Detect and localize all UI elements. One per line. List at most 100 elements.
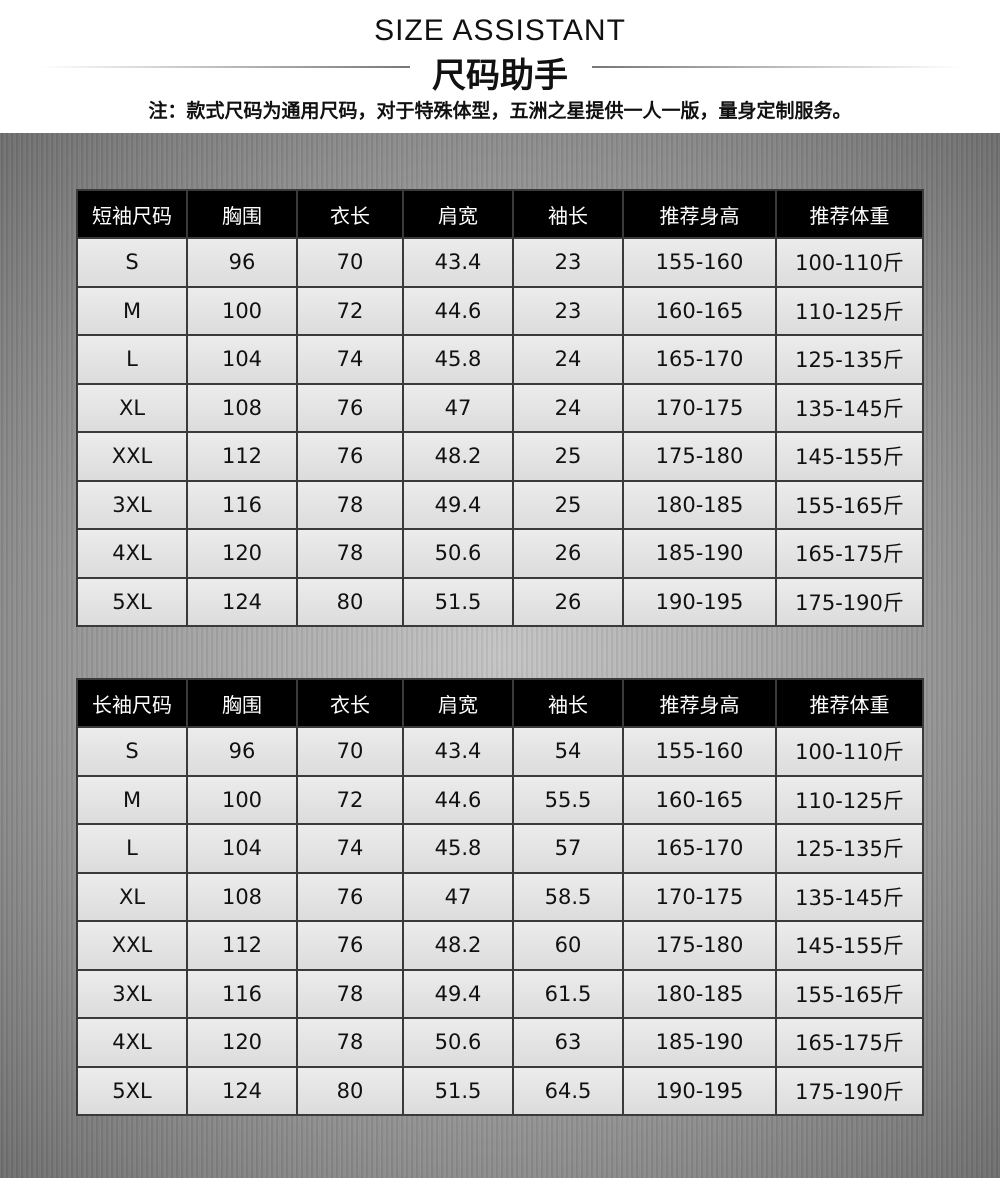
column-header: 衣长 — [296, 189, 404, 239]
table-row: XL 108 76 47 24 170-175 135-145斤 — [76, 382, 924, 433]
table-cell: 70 — [296, 237, 404, 288]
table-row: XXL 112 76 48.2 60 175-180 145-155斤 — [76, 920, 924, 971]
table-cell: XXL — [76, 920, 188, 971]
table-cell: 25 — [512, 431, 624, 482]
column-header: 长袖尺码 — [76, 678, 188, 728]
table-cell: 3XL — [76, 968, 188, 1019]
table-cell: XXL — [76, 431, 188, 482]
column-header: 胸围 — [186, 678, 298, 728]
column-header: 袖长 — [512, 678, 624, 728]
table-cell: 45.8 — [402, 334, 514, 385]
table-cell: 180-185 — [622, 479, 777, 530]
table-cell: 78 — [296, 479, 404, 530]
table-cell: 100-110斤 — [775, 237, 924, 288]
table-cell: 165-170 — [622, 334, 777, 385]
table-row: L 104 74 45.8 57 165-170 125-135斤 — [76, 823, 924, 874]
table-cell: 110-125斤 — [775, 285, 924, 336]
table-cell: 120 — [186, 1017, 298, 1068]
table-cell: 165-170 — [622, 823, 777, 874]
header-row: 长袖尺码 胸围 衣长 肩宽 袖长 推荐身高 推荐体重 — [76, 678, 924, 728]
table-cell: 100-110斤 — [775, 726, 924, 777]
table-cell: 50.6 — [402, 1017, 514, 1068]
long-sleeve-size-table: 长袖尺码 胸围 衣长 肩宽 袖长 推荐身高 推荐体重 S 96 70 43.4 54 155-160 10… — [76, 678, 924, 1116]
table-cell: 3XL — [76, 479, 188, 530]
table-cell: 175-180 — [622, 431, 777, 482]
table-cell: 78 — [296, 968, 404, 1019]
table-row: M 100 72 44.6 55.5 160-165 110-125斤 — [76, 774, 924, 825]
table-cell: 70 — [296, 726, 404, 777]
column-header: 推荐体重 — [775, 189, 924, 239]
table-cell: 170-175 — [622, 871, 777, 922]
table-cell: 165-175斤 — [775, 1017, 924, 1068]
table-cell: 49.4 — [402, 968, 514, 1019]
table-cell: 54 — [512, 726, 624, 777]
table-cell: 44.6 — [402, 285, 514, 336]
column-header: 胸围 — [186, 189, 298, 239]
table-cell: 185-190 — [622, 528, 777, 579]
table-cell: 49.4 — [402, 479, 514, 530]
table-cell: 100 — [186, 285, 298, 336]
table-cell: 76 — [296, 382, 404, 433]
table-cell: 43.4 — [402, 237, 514, 288]
column-header: 推荐身高 — [622, 678, 777, 728]
table-cell: 112 — [186, 920, 298, 971]
table-cell: 108 — [186, 871, 298, 922]
table-cell: 4XL — [76, 1017, 188, 1068]
table-cell: 23 — [512, 237, 624, 288]
table-row: M 100 72 44.6 23 160-165 110-125斤 — [76, 285, 924, 336]
table-cell: 44.6 — [402, 774, 514, 825]
table-cell: 80 — [296, 1065, 404, 1116]
table-cell: L — [76, 334, 188, 385]
table-cell: 47 — [402, 382, 514, 433]
table-cell: 74 — [296, 334, 404, 385]
table-cell: 110-125斤 — [775, 774, 924, 825]
table-cell: 116 — [186, 968, 298, 1019]
table-cell: 96 — [186, 237, 298, 288]
table-cell: 26 — [512, 528, 624, 579]
table-cell: 160-165 — [622, 285, 777, 336]
table-cell: 24 — [512, 382, 624, 433]
table-cell: 125-135斤 — [775, 334, 924, 385]
table-row: 5XL 124 80 51.5 64.5 190-195 175-190斤 — [76, 1065, 924, 1116]
table-cell: 4XL — [76, 528, 188, 579]
table-row: L 104 74 45.8 24 165-170 125-135斤 — [76, 334, 924, 385]
table-cell: 24 — [512, 334, 624, 385]
table-cell: 72 — [296, 285, 404, 336]
column-header: 肩宽 — [402, 678, 514, 728]
divider-left — [40, 66, 410, 68]
table-cell: 104 — [186, 334, 298, 385]
table-cell: 175-190斤 — [775, 1065, 924, 1116]
table-cell: 72 — [296, 774, 404, 825]
table-cell: 25 — [512, 479, 624, 530]
table-cell: 125-135斤 — [775, 823, 924, 874]
table-cell: 51.5 — [402, 1065, 514, 1116]
table-cell: 48.2 — [402, 431, 514, 482]
title-en: SIZE ASSISTANT — [374, 14, 626, 47]
column-header: 短袖尺码 — [76, 189, 188, 239]
table-cell: 190-195 — [622, 576, 777, 627]
table-cell: 47 — [402, 871, 514, 922]
table-cell: 5XL — [76, 1065, 188, 1116]
table-cell: 108 — [186, 382, 298, 433]
table-cell: 155-160 — [622, 726, 777, 777]
table-cell: 155-165斤 — [775, 479, 924, 530]
table-cell: S — [76, 237, 188, 288]
table-cell: 145-155斤 — [775, 920, 924, 971]
table-cell: 51.5 — [402, 576, 514, 627]
table-cell: 124 — [186, 1065, 298, 1116]
table-cell: 58.5 — [512, 871, 624, 922]
table-cell: 76 — [296, 431, 404, 482]
table-cell: 45.8 — [402, 823, 514, 874]
table-row: S 96 70 43.4 54 155-160 100-110斤 — [76, 726, 924, 777]
table-cell: 180-185 — [622, 968, 777, 1019]
table-cell: 160-165 — [622, 774, 777, 825]
table-cell: 155-165斤 — [775, 968, 924, 1019]
column-header: 袖长 — [512, 189, 624, 239]
table-row: 3XL 116 78 49.4 25 180-185 155-165斤 — [76, 479, 924, 530]
table-cell: 135-145斤 — [775, 871, 924, 922]
column-header: 衣长 — [296, 678, 404, 728]
table-cell: M — [76, 774, 188, 825]
table-cell: 78 — [296, 1017, 404, 1068]
column-header: 推荐体重 — [775, 678, 924, 728]
title-cn: 尺码助手 — [432, 56, 568, 96]
